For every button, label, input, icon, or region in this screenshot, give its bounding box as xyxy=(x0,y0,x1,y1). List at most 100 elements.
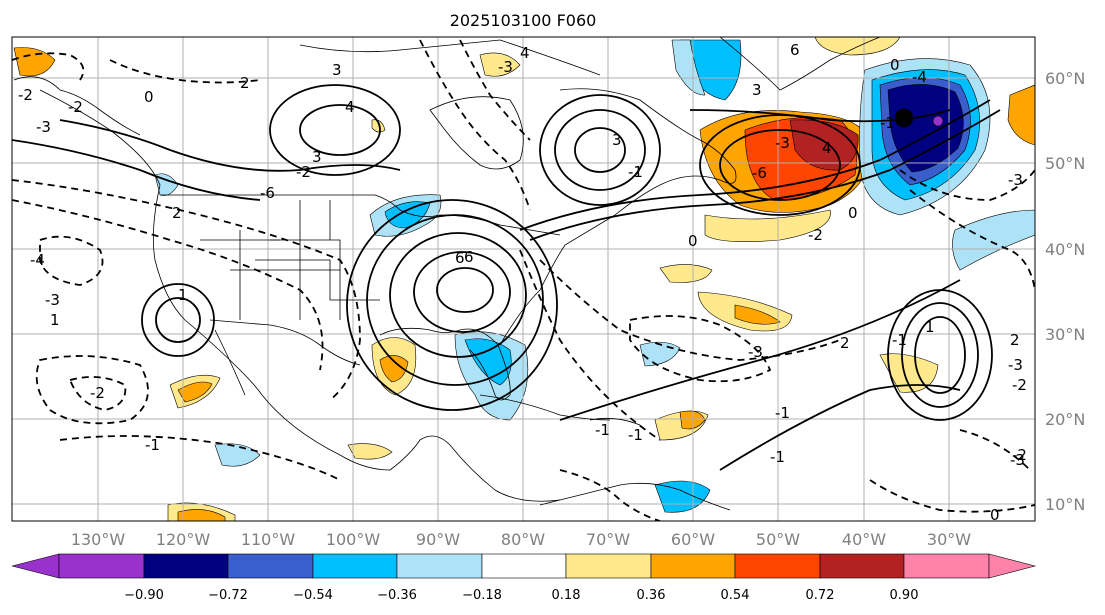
shade-orange-pac1 xyxy=(177,381,213,403)
clabel: 2 xyxy=(172,204,182,222)
colorbar-tick-label: −0.54 xyxy=(293,588,333,603)
contour-south-1 xyxy=(559,279,961,421)
contour-high-ea-2 xyxy=(901,302,979,408)
colorbar-tick-label: −0.72 xyxy=(208,588,248,603)
coast-greenland xyxy=(719,37,881,91)
contour-neg-10 xyxy=(539,259,841,361)
contour-high-pac-1 xyxy=(155,297,201,343)
colorbar-extend-high xyxy=(988,553,1037,579)
lon-label: 60°W xyxy=(671,530,715,549)
lon-label: 130°W xyxy=(71,530,126,549)
coast-hispaniola xyxy=(589,417,641,426)
contour-neg-7 xyxy=(419,39,531,211)
shade-orange-gulf xyxy=(379,355,409,383)
clabel: 6 xyxy=(464,248,474,266)
clabel: -2 xyxy=(90,384,105,402)
colorbar-tick-label: 0.54 xyxy=(721,588,750,603)
contour-jet-2 xyxy=(529,109,1001,241)
colorbar-bin xyxy=(734,553,821,579)
contour-high-nc-2 xyxy=(554,109,646,191)
lat-label: 40°N xyxy=(1045,240,1085,259)
clabel: -4 xyxy=(912,68,927,86)
clabel: -2 xyxy=(1012,446,1027,464)
clabel: -1 xyxy=(595,421,610,439)
clabel: 3 xyxy=(752,81,762,99)
shade-lightblue-pac xyxy=(214,443,261,467)
contour-labels: 0 -2 -3 -4 -2 -1 2 3 4 3 2 1 6 3 -3 3 6 … xyxy=(18,41,1027,521)
colorbar-tick-label: 0.72 xyxy=(806,588,835,603)
clabel: 2 xyxy=(840,334,850,352)
lat-label: 30°N xyxy=(1045,325,1085,344)
clabel: 4 xyxy=(345,98,355,116)
lon-label: 50°W xyxy=(756,530,800,549)
border-states7 xyxy=(255,259,380,301)
contour-neg-18 xyxy=(109,59,261,84)
lat-label: 60°N xyxy=(1045,69,1085,88)
colorbar-bin xyxy=(312,553,398,579)
clabel: -1 xyxy=(628,426,643,444)
contour-neg-5 xyxy=(68,376,127,411)
colorbar-tick-label: −0.36 xyxy=(377,588,417,603)
map-panel: 0 -2 -3 -4 -2 -1 2 3 4 3 2 1 6 3 -3 3 6 … xyxy=(11,36,1036,522)
colorbar-tick-label: 0.90 xyxy=(890,588,919,603)
clabel: -3 xyxy=(1008,356,1023,374)
contour-neg-14 xyxy=(959,429,1031,471)
contour-high-pac-2 xyxy=(141,283,215,357)
contour-high-wc-2 xyxy=(269,84,401,176)
shade-purple-atl xyxy=(932,115,944,127)
contour-jet-3 xyxy=(689,109,951,123)
clabel: -1 xyxy=(628,163,643,181)
clabel: -1 xyxy=(770,448,785,466)
colorbar-bin xyxy=(143,553,229,579)
clabel: -6 xyxy=(260,184,275,202)
colorbar-bin xyxy=(396,553,483,579)
contour-atl-1 xyxy=(719,129,841,201)
contour-high-ea-1 xyxy=(914,316,966,394)
coast-baja xyxy=(214,329,246,396)
contour-high-us-3 xyxy=(389,232,527,358)
shade-navy-atl xyxy=(887,84,964,173)
colorbar xyxy=(11,553,1037,579)
contour-neg-15 xyxy=(869,479,1035,513)
clabel: -2 xyxy=(68,98,83,116)
map-border xyxy=(11,36,1036,522)
clabel: -1 xyxy=(880,114,895,132)
clabel: 0 xyxy=(688,232,698,250)
lat-label: 10°N xyxy=(1045,495,1085,514)
lon-label: 70°W xyxy=(586,530,630,549)
contour-neg-16 xyxy=(559,469,661,521)
contour-north-pac xyxy=(59,119,401,172)
colorbar-bin xyxy=(903,553,990,579)
contour-high-us-5 xyxy=(346,199,558,411)
colorbar-ticks: −0.90 −0.72 −0.54 −0.36 −0.18 0.18 0.36 … xyxy=(124,588,918,603)
lon-label: 80°W xyxy=(501,530,545,549)
clabel: 6 xyxy=(790,41,800,59)
clabel: 6 xyxy=(455,249,465,267)
lon-axis: 130°W 120°W 110°W 100°W 90°W 80°W 70°W 6… xyxy=(71,530,971,549)
coast-labrador xyxy=(559,88,701,141)
contour-neg-13 xyxy=(909,189,1035,291)
shade-lightblue-s2 xyxy=(952,209,1035,271)
border-us-mexico xyxy=(209,319,361,366)
border-states2 xyxy=(270,239,341,320)
contour-jet-1 xyxy=(519,99,991,231)
colorbar-bin xyxy=(650,553,736,579)
shade-orange-pac2 xyxy=(177,509,226,521)
clabel: -3 xyxy=(1008,171,1023,189)
colorbar-tick-label: −0.90 xyxy=(124,588,164,603)
contour-neg-12 xyxy=(899,169,1035,201)
coast-southamerica xyxy=(539,482,731,511)
clabel: -3 xyxy=(775,134,790,152)
clabel: 1 xyxy=(925,318,935,336)
colorbar-tick-label: 0.36 xyxy=(637,588,666,603)
shade-yellow-mx xyxy=(347,443,393,460)
contour-high-us-2 xyxy=(413,251,511,333)
contour-neg-17 xyxy=(12,52,85,81)
contours-dashed xyxy=(12,39,1035,521)
contour-high-us-1 xyxy=(436,267,494,313)
shade-cyan-lakes xyxy=(384,201,431,229)
contour-high-nc-3 xyxy=(539,94,661,206)
lon-label: 100°W xyxy=(326,530,381,549)
coast-mexico xyxy=(261,394,561,502)
lon-label: 110°W xyxy=(241,530,296,549)
